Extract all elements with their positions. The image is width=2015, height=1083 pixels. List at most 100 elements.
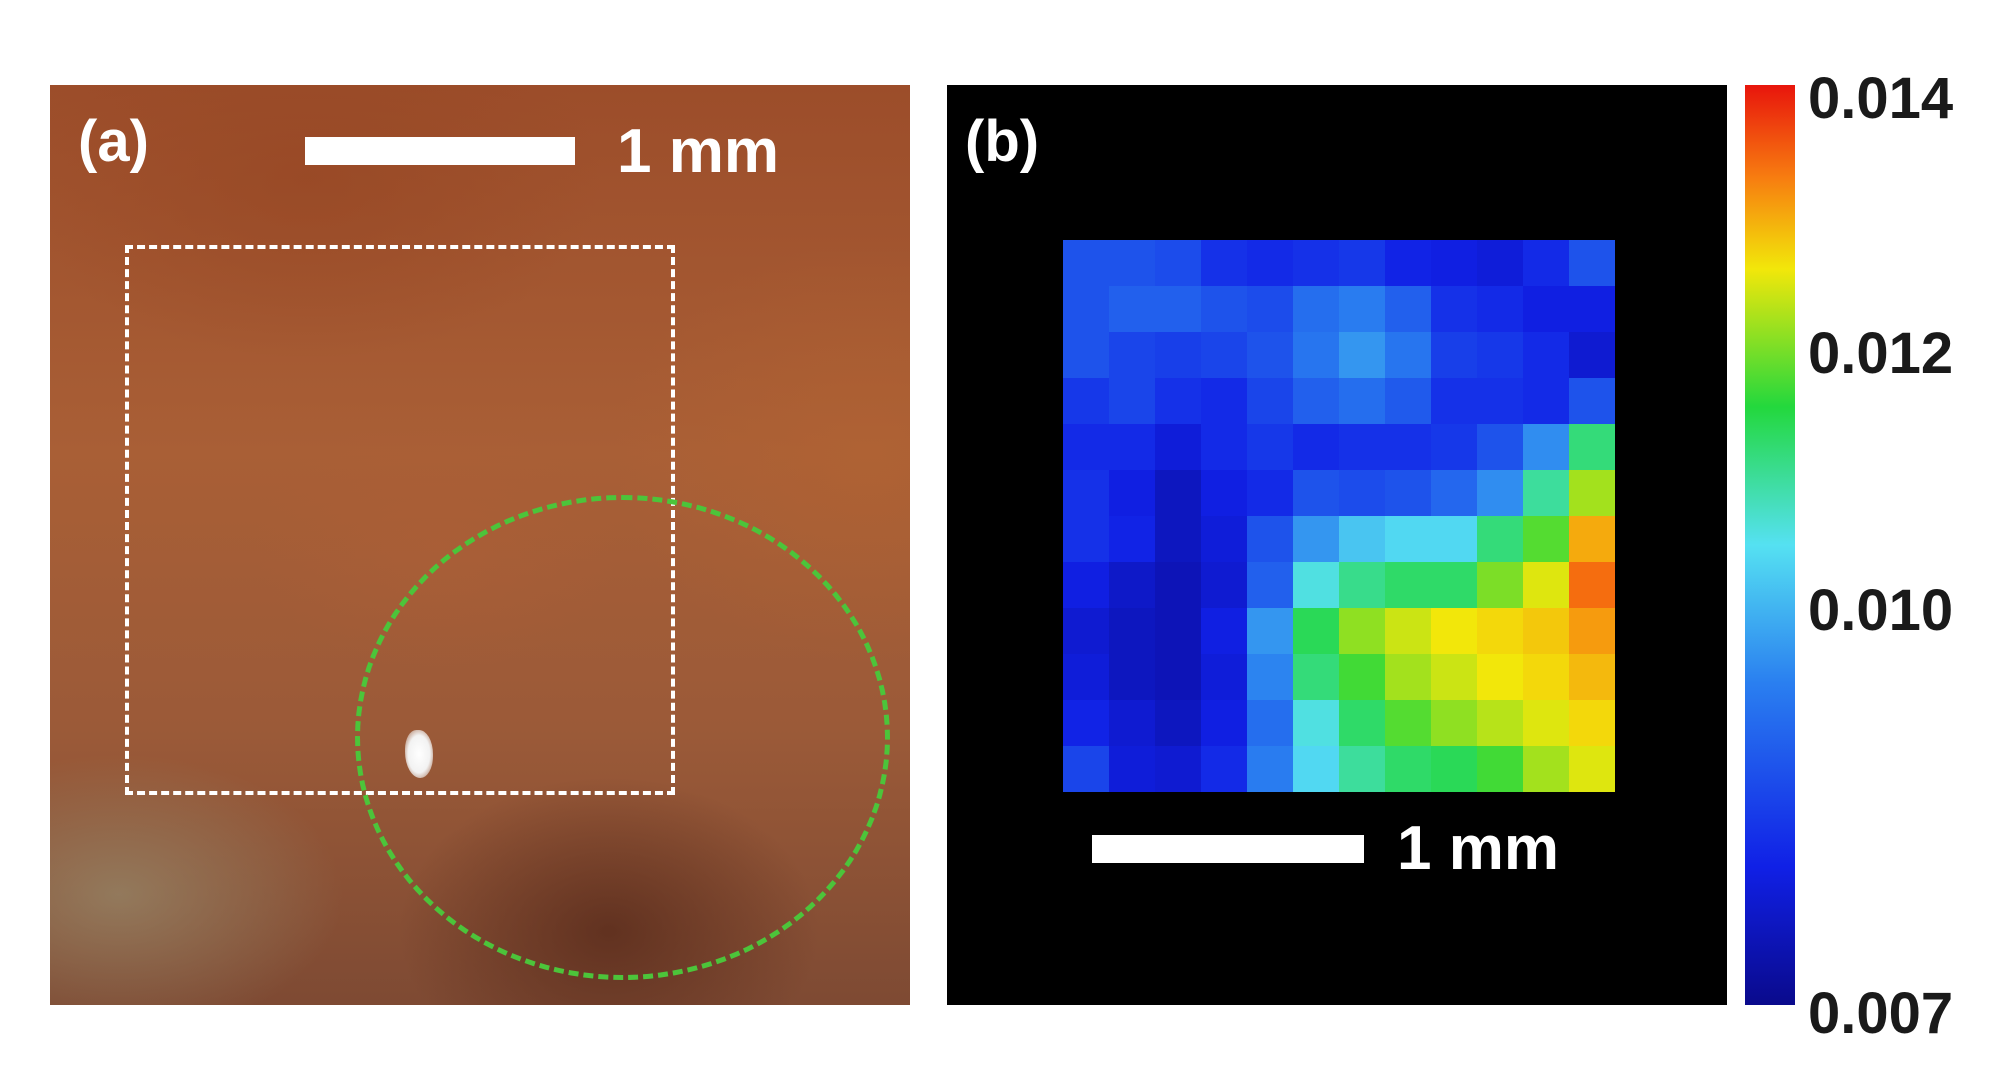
colorbar-tick-min: 0.007 xyxy=(1808,981,1954,1046)
heatmap-cell xyxy=(1201,608,1247,654)
heatmap-cell xyxy=(1247,332,1293,378)
heatmap-cell xyxy=(1155,562,1201,608)
heatmap-cell xyxy=(1109,378,1155,424)
heatmap-cell xyxy=(1477,654,1523,700)
heatmap-cell xyxy=(1477,470,1523,516)
heatmap-cell xyxy=(1063,424,1109,470)
heatmap-cell xyxy=(1431,424,1477,470)
heatmap-cell xyxy=(1247,240,1293,286)
heatmap-cell xyxy=(1431,746,1477,792)
heatmap-cell xyxy=(1109,424,1155,470)
panel-b-label: (b) xyxy=(965,109,1040,174)
heatmap-cell xyxy=(1201,654,1247,700)
heatmap-cell xyxy=(1431,286,1477,332)
heatmap-cell xyxy=(1339,378,1385,424)
heatmap-cell xyxy=(1201,470,1247,516)
heatmap-cell xyxy=(1523,562,1569,608)
heatmap-cell xyxy=(1109,286,1155,332)
heatmap-cell xyxy=(1385,608,1431,654)
heatmap-cell xyxy=(1477,286,1523,332)
heatmap-cell xyxy=(1201,424,1247,470)
heatmap-cell xyxy=(1293,516,1339,562)
heatmap-cell xyxy=(1385,286,1431,332)
heatmap-cell xyxy=(1477,700,1523,746)
colorbar-tick-012: 0.012 xyxy=(1808,321,1954,386)
heatmap-cell xyxy=(1293,240,1339,286)
heatmap-cell xyxy=(1155,332,1201,378)
heatmap-cell xyxy=(1201,286,1247,332)
heatmap-cell xyxy=(1569,286,1615,332)
heatmap-cell xyxy=(1569,746,1615,792)
heatmap-cell xyxy=(1431,332,1477,378)
heatmap-cell xyxy=(1293,654,1339,700)
heatmap-cell xyxy=(1385,654,1431,700)
heatmap-cell xyxy=(1569,700,1615,746)
heatmap-cell xyxy=(1477,562,1523,608)
heatmap-cell xyxy=(1477,608,1523,654)
heatmap-cell xyxy=(1477,746,1523,792)
heatmap-cell xyxy=(1477,424,1523,470)
heatmap-cell xyxy=(1431,470,1477,516)
heatmap-cell xyxy=(1431,608,1477,654)
heatmap-cell xyxy=(1523,654,1569,700)
heatmap-cell xyxy=(1431,378,1477,424)
heatmap-cell xyxy=(1569,378,1615,424)
heatmap-cell xyxy=(1385,240,1431,286)
heatmap-cell xyxy=(1569,608,1615,654)
heatmap-cell xyxy=(1385,424,1431,470)
heatmap-cell xyxy=(1523,286,1569,332)
heatmap-cell xyxy=(1155,286,1201,332)
heatmap-cell xyxy=(1523,746,1569,792)
heatmap-cell xyxy=(1063,286,1109,332)
heatmap-cell xyxy=(1247,470,1293,516)
heatmap-cell xyxy=(1063,470,1109,516)
heatmap-cell xyxy=(1385,332,1431,378)
heatmap-cell xyxy=(1063,378,1109,424)
map-panel: (b) 1 mm xyxy=(947,85,1727,1005)
heatmap-cell xyxy=(1155,240,1201,286)
heatmap-cell xyxy=(1339,562,1385,608)
heatmap-cell xyxy=(1109,470,1155,516)
heatmap-cell xyxy=(1477,516,1523,562)
heatmap-cell xyxy=(1569,562,1615,608)
heatmap-grid xyxy=(1063,240,1615,792)
heatmap-cell xyxy=(1523,608,1569,654)
heatmap-cell xyxy=(1339,424,1385,470)
heatmap-cell xyxy=(1385,378,1431,424)
heatmap-cell xyxy=(1201,746,1247,792)
heatmap-cell xyxy=(1385,516,1431,562)
heatmap-cell xyxy=(1293,286,1339,332)
photo-panel: (a) 1 mm xyxy=(50,85,910,1005)
heatmap-cell xyxy=(1155,516,1201,562)
heatmap-cell xyxy=(1155,424,1201,470)
heatmap-cell xyxy=(1569,516,1615,562)
panel-b-scale-bar xyxy=(1092,835,1364,863)
heatmap-cell xyxy=(1201,240,1247,286)
specular-glare xyxy=(405,730,433,778)
heatmap-cell xyxy=(1247,286,1293,332)
heatmap-cell xyxy=(1293,332,1339,378)
heatmap-cell xyxy=(1109,562,1155,608)
heatmap-cell xyxy=(1247,516,1293,562)
lesion-dashed-circle xyxy=(355,495,890,980)
heatmap-cell xyxy=(1109,516,1155,562)
heatmap-cell xyxy=(1523,700,1569,746)
heatmap-cell xyxy=(1201,700,1247,746)
heatmap-cell xyxy=(1247,608,1293,654)
heatmap-cell xyxy=(1109,608,1155,654)
heatmap-cell xyxy=(1385,470,1431,516)
heatmap-cell xyxy=(1569,654,1615,700)
heatmap-cell xyxy=(1477,332,1523,378)
heatmap-cell xyxy=(1155,608,1201,654)
heatmap-cell xyxy=(1293,424,1339,470)
heatmap-cell xyxy=(1523,470,1569,516)
heatmap-cell xyxy=(1063,700,1109,746)
heatmap-cell xyxy=(1063,654,1109,700)
heatmap-cell xyxy=(1293,700,1339,746)
heatmap-cell xyxy=(1339,746,1385,792)
heatmap-cell xyxy=(1339,700,1385,746)
heatmap-cell xyxy=(1431,562,1477,608)
heatmap-cell xyxy=(1109,700,1155,746)
heatmap-cell xyxy=(1339,516,1385,562)
heatmap-cell xyxy=(1201,562,1247,608)
